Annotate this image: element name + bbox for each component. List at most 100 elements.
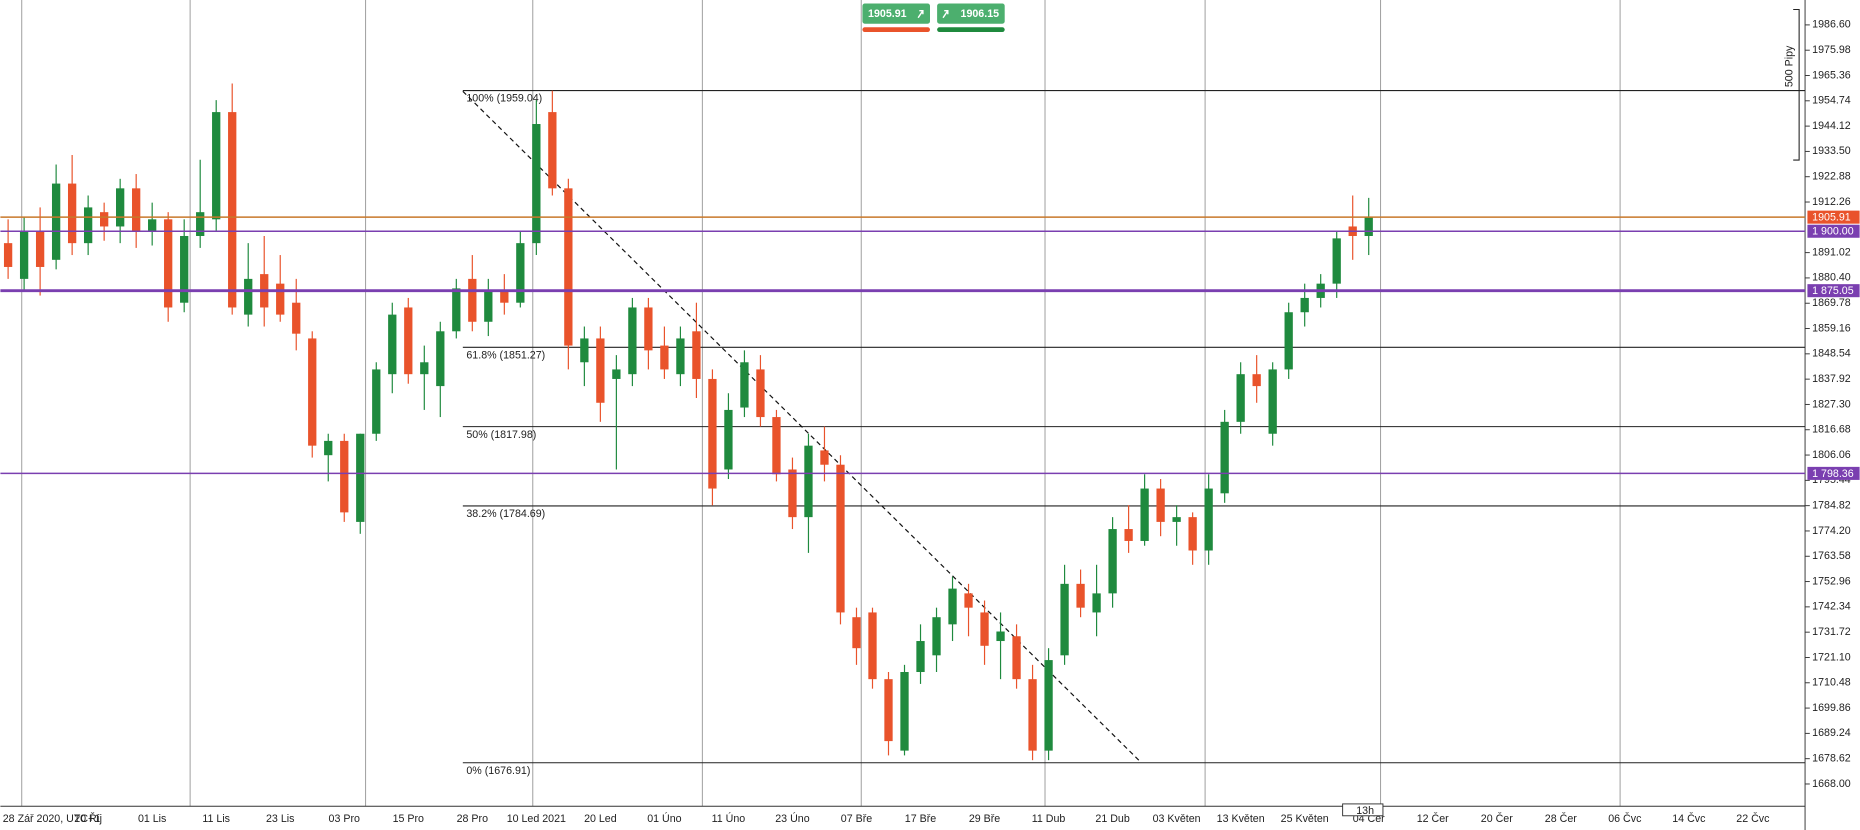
candle-body xyxy=(516,243,525,303)
quote-button-sell[interactable] xyxy=(862,3,930,24)
candle-body xyxy=(404,307,413,375)
candle-body xyxy=(628,307,637,375)
quote-button-buy[interactable] xyxy=(937,3,1005,24)
x-tick-label: 14 Čvc xyxy=(1672,812,1706,825)
price-tag-label: 1905.91 xyxy=(1812,212,1851,224)
x-tick-label: 25 Květen xyxy=(1281,813,1329,825)
candle-body xyxy=(100,212,109,227)
y-tick-label: 1710.48 xyxy=(1812,677,1851,689)
candle-body xyxy=(1012,636,1021,680)
candle-body xyxy=(692,331,701,379)
candle-body xyxy=(1156,488,1165,522)
candle-body xyxy=(164,219,173,308)
candle-body xyxy=(788,469,797,518)
price-tag xyxy=(1807,284,1860,298)
y-tick-label: 1880.40 xyxy=(1812,272,1851,284)
candle-body xyxy=(420,362,429,375)
candle-body xyxy=(612,369,621,379)
candle-body xyxy=(244,278,253,315)
time-box xyxy=(1342,803,1384,817)
y-tick-label: 1954.74 xyxy=(1812,95,1851,107)
x-tick-label: 11 Dub xyxy=(1032,813,1066,825)
candle-body xyxy=(708,378,717,489)
x-tick-label: 03 Květen xyxy=(1153,813,1201,825)
x-tick-label: 12 Čer xyxy=(1417,812,1449,825)
price-tag-label: 1 900.00 xyxy=(1812,226,1854,238)
candle-body xyxy=(1284,312,1293,370)
x-tick-label: 11 Lis xyxy=(202,813,230,825)
candle-body xyxy=(772,417,781,475)
candle-body xyxy=(900,672,909,751)
candle-body xyxy=(67,183,77,244)
quote-price: 1906.15 xyxy=(961,8,1000,20)
candle-body xyxy=(596,338,605,403)
quote-underline xyxy=(937,27,1005,33)
y-tick-label: 1752.96 xyxy=(1812,575,1851,587)
x-tick-label: 15 Pro xyxy=(393,813,424,825)
x-tick-label: 29 Bře xyxy=(969,813,1000,825)
candle-body xyxy=(116,188,125,227)
candle-body xyxy=(500,290,509,303)
candle-body xyxy=(196,212,205,236)
y-tick-label: 1944.12 xyxy=(1812,120,1851,132)
y-tick-label: 1731.72 xyxy=(1812,626,1851,638)
candle-body xyxy=(1172,517,1181,522)
candle-body xyxy=(452,288,461,332)
quote-price: 1905.91 xyxy=(868,8,907,20)
candle-body xyxy=(660,345,669,370)
y-tick-label: 1912.26 xyxy=(1812,196,1851,208)
candle-body xyxy=(276,283,285,315)
x-tick-label: 13 Květen xyxy=(1217,813,1265,825)
price-tag xyxy=(1807,210,1860,224)
candle-body xyxy=(1028,679,1037,751)
candle-body xyxy=(756,369,765,418)
quote-arrow xyxy=(942,9,949,19)
y-tick-label: 1806.06 xyxy=(1812,449,1851,461)
candle-body xyxy=(852,617,861,649)
y-tick-label: 1837.92 xyxy=(1812,373,1851,385)
fib-label: 0% (1676.91) xyxy=(466,765,530,777)
candle-body xyxy=(1108,529,1117,594)
candle-body xyxy=(868,612,877,680)
candle-body xyxy=(436,331,445,387)
candle-body xyxy=(532,124,541,244)
candle-body xyxy=(83,207,93,244)
candle-body xyxy=(132,188,141,232)
y-tick-label: 1763.58 xyxy=(1812,550,1851,562)
scale-bracket xyxy=(1793,8,1800,161)
candle-body xyxy=(1300,297,1309,313)
price-tag xyxy=(1807,466,1860,480)
candle-body xyxy=(740,362,749,408)
y-tick-label: 1965.36 xyxy=(1812,69,1851,81)
y-tick-label: 1816.68 xyxy=(1812,424,1851,436)
candle-body xyxy=(820,450,829,465)
fib-label: 61.8% (1851.27) xyxy=(466,349,545,361)
y-tick-label: 1827.30 xyxy=(1812,398,1851,410)
candle-body xyxy=(804,445,813,518)
candle-body xyxy=(19,231,29,279)
candle-body xyxy=(1268,369,1277,434)
candle-body xyxy=(884,679,893,742)
trend-line xyxy=(462,90,1142,763)
candle-body xyxy=(644,307,653,351)
candle-body xyxy=(980,612,989,646)
candle-body xyxy=(724,409,733,470)
candle-body xyxy=(996,631,1005,642)
quote-underline xyxy=(862,27,930,33)
candle-body xyxy=(35,231,45,267)
candle-body xyxy=(1060,583,1069,656)
fib-label: 38.2% (1784.69) xyxy=(466,508,545,520)
candle-body xyxy=(292,302,301,334)
candle-body xyxy=(356,433,365,522)
candle-body xyxy=(676,338,685,375)
candle-body xyxy=(948,588,957,625)
y-tick-label: 1975.98 xyxy=(1812,44,1851,56)
y-tick-label: 1699.86 xyxy=(1812,702,1851,714)
candle-body xyxy=(1076,583,1085,608)
x-tick-label: 20 Říj xyxy=(74,812,102,825)
candle-body xyxy=(1252,374,1261,387)
x-tick-label: 23 Úno xyxy=(775,812,809,825)
candle-body xyxy=(1044,660,1053,751)
candle-body xyxy=(1364,216,1373,236)
